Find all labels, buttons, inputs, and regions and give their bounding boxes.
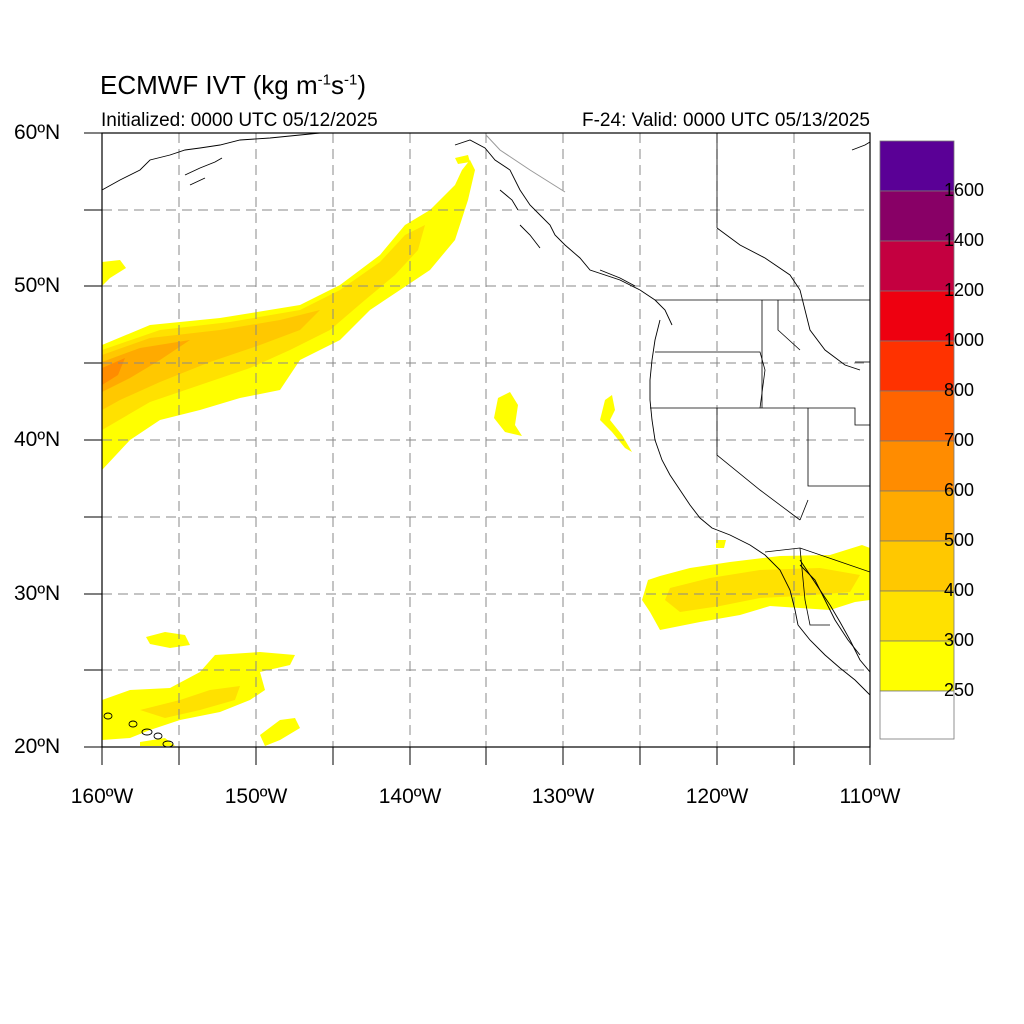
lon-label-160w: 160ºW [70,785,134,808]
ivt-band-south-300 [665,568,860,612]
colorbar-bin-1000 [879,290,955,342]
ivt-blob-hawaii-4 [260,718,300,746]
gulf-of-california [799,564,861,656]
lon-label-140w: 140ºW [378,785,442,808]
colorbar-bin-700 [879,390,955,442]
axis-ticks [84,132,871,765]
colorbar-bin-250 [879,640,955,692]
colorbar-bin-400 [879,540,955,592]
colorbar-bin-1400 [879,190,955,242]
lon-label-150w: 150ºW [224,785,288,808]
colorbar-label-1400: 1400 [944,230,985,250]
hawaii-islands [103,712,174,748]
alaska-coast [102,133,321,191]
lon-label-120w: 120ºW [685,785,749,808]
baja-coast [797,559,870,696]
colorbar-label-700: 700 [944,430,975,450]
colorbar-label-500: 500 [944,530,975,550]
ivt-blob-alaska [455,155,470,164]
ak-bc-border [485,134,566,193]
lat-label-50n: 50ºN [14,274,61,297]
colorbar-bin-800 [879,340,955,392]
bc-islands [499,189,636,287]
colorbar-bin-1200 [879,240,955,292]
lat-label-30n: 30ºN [14,582,61,605]
colorbar-label-800: 800 [944,380,975,400]
ivt-shading [102,155,870,746]
colorbar-label-1600: 1600 [944,180,985,200]
ivt-blob-hawaii-5 [140,738,175,746]
ivt-blob-small-socal [716,540,726,548]
ivt-blob-center [494,392,522,436]
colorbar-label-300: 300 [944,630,975,650]
atmospheric-river-500 [102,340,190,392]
map-title: ECMWF IVT (kg m-1s-1) [100,70,366,100]
west-coast [649,319,799,626]
colorbar-label-600: 600 [944,480,975,500]
ivt-blob-nw [102,260,126,286]
colorbar-label-250: 250 [944,680,975,700]
colorbar-label-1200: 1200 [944,280,985,300]
state-borders [650,133,870,626]
atmospheric-river-600 [102,358,125,385]
colorbar-bin-300 [879,590,955,642]
colorbar-bin-600 [879,440,955,492]
valid-time: F-24: Valid: 0000 UTC 05/13/2025 [582,110,870,131]
panhandle-coast [454,139,673,326]
lat-label-20n: 20ºN [14,735,61,758]
colorbar-bin-500 [879,490,955,542]
ivt-blob-hawaii-1 [146,632,190,648]
grid-lines [102,133,870,747]
colorbar-bin-1600plus [879,140,955,192]
colorbar-label-400: 400 [944,580,975,600]
nw-coast-top [851,141,870,151]
lat-label-40n: 40ºN [14,428,61,451]
lon-label-110w: 110ºW [839,785,901,808]
lon-label-130w: 130ºW [531,785,595,808]
alaska-islands [184,157,223,186]
ivt-blob-hawaii-3 [140,686,240,718]
colorbar [879,140,955,740]
lat-label-60n: 60ºN [14,121,61,144]
atmospheric-river-400 [102,310,320,410]
coastlines [102,133,870,696]
canada-rockies [716,227,861,371]
initialized-time: Initialized: 0000 UTC 05/12/2025 [101,110,378,131]
colorbar-label-1000: 1000 [944,330,985,350]
ivt-blob-coast [600,395,632,452]
colorbar-bin-below [879,690,955,740]
